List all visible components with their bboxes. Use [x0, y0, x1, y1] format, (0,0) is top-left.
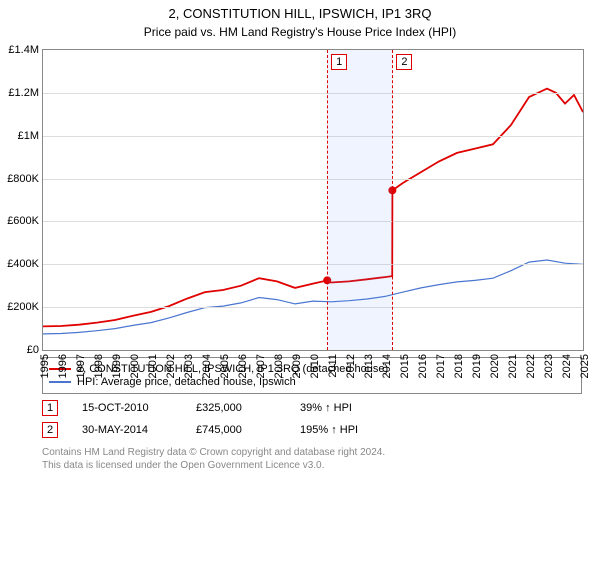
sale-marker-box: 2 — [396, 54, 412, 70]
chart-title: 2, CONSTITUTION HILL, IPSWICH, IP1 3RQ — [0, 6, 600, 21]
xtick-label: 2017 — [435, 354, 447, 378]
ytick-label: £800K — [0, 173, 39, 185]
series-svg — [43, 50, 583, 350]
xtick-label: 2021 — [507, 354, 519, 378]
series-line — [43, 260, 583, 334]
xtick-label: 2025 — [579, 354, 591, 378]
ytick-label: £1.4M — [0, 44, 39, 56]
shade-band — [327, 50, 392, 350]
ytick-label: £1M — [0, 130, 39, 142]
ytick-label: £200K — [0, 301, 39, 313]
chart-subtitle: Price paid vs. HM Land Registry's House … — [0, 25, 600, 39]
xtick-label: 2010 — [309, 354, 321, 378]
legend-label: 2, CONSTITUTION HILL, IPSWICH, IP1 3RQ (… — [77, 363, 388, 375]
sale-pct: 195% ↑ HPI — [300, 424, 358, 436]
sale-marker-box: 1 — [331, 54, 347, 70]
sale-date: 15-OCT-2010 — [82, 402, 172, 414]
xtick-label: 2001 — [147, 354, 159, 378]
xtick-label: 2015 — [399, 354, 411, 378]
xtick-label: 2022 — [525, 354, 537, 378]
sale-date: 30-MAY-2014 — [82, 424, 172, 436]
plot-area: £0£200K£400K£600K£800K£1M£1.2M£1.4M19951… — [42, 49, 584, 351]
xtick-label: 2009 — [291, 354, 303, 378]
xtick-label: 2008 — [273, 354, 285, 378]
ytick-label: £600K — [0, 215, 39, 227]
plot-wrapper: £0£200K£400K£600K£800K£1M£1.2M£1.4M19951… — [42, 49, 600, 351]
legend-swatch — [49, 381, 71, 383]
xtick-label: 1996 — [57, 354, 69, 378]
xtick-label: 2003 — [183, 354, 195, 378]
footer-line: This data is licensed under the Open Gov… — [42, 459, 600, 472]
xtick-label: 2013 — [363, 354, 375, 378]
xtick-label: 2018 — [453, 354, 465, 378]
gridline-h — [43, 93, 583, 94]
xtick-label: 1995 — [39, 354, 51, 378]
xtick-label: 2012 — [345, 354, 357, 378]
ytick-label: £1.2M — [0, 87, 39, 99]
chart-container: 2, CONSTITUTION HILL, IPSWICH, IP1 3RQ P… — [0, 6, 600, 566]
sale-index-box: 2 — [42, 422, 58, 438]
sales-table: 1 15-OCT-2010 £325,000 39% ↑ HPI 2 30-MAY-201… — [0, 400, 600, 438]
xtick-label: 2004 — [201, 354, 213, 378]
sale-pct: 39% ↑ HPI — [300, 402, 352, 414]
sale-price: £325,000 — [196, 402, 276, 414]
xtick-label: 2024 — [561, 354, 573, 378]
xtick-label: 2016 — [417, 354, 429, 378]
sale-vline — [327, 50, 328, 350]
footer-line: Contains HM Land Registry data © Crown c… — [42, 446, 600, 459]
sale-vline — [392, 50, 393, 350]
gridline-h — [43, 307, 583, 308]
gridline-h — [43, 221, 583, 222]
xtick-label: 2007 — [255, 354, 267, 378]
xtick-label: 2002 — [165, 354, 177, 378]
xtick-label: 2006 — [237, 354, 249, 378]
xtick-label: 2023 — [543, 354, 555, 378]
sale-row: 2 30-MAY-2014 £745,000 195% ↑ HPI — [42, 422, 600, 438]
chart-footer: Contains HM Land Registry data © Crown c… — [42, 446, 600, 472]
xtick-label: 2019 — [471, 354, 483, 378]
sale-price: £745,000 — [196, 424, 276, 436]
xtick-label: 1999 — [111, 354, 123, 378]
gridline-h — [43, 136, 583, 137]
xtick-label: 1997 — [75, 354, 87, 378]
xtick-label: 2000 — [129, 354, 141, 378]
xtick-label: 2020 — [489, 354, 501, 378]
gridline-h — [43, 179, 583, 180]
gridline-h — [43, 264, 583, 265]
xtick-label: 1998 — [93, 354, 105, 378]
xtick-label: 2005 — [219, 354, 231, 378]
ytick-label: £0 — [0, 344, 39, 356]
sale-index-box: 1 — [42, 400, 58, 416]
ytick-label: £400K — [0, 258, 39, 270]
series-line — [43, 89, 583, 327]
xtick-label: 2011 — [327, 354, 339, 378]
xtick-label: 2014 — [381, 354, 393, 378]
sale-row: 1 15-OCT-2010 £325,000 39% ↑ HPI — [42, 400, 600, 416]
